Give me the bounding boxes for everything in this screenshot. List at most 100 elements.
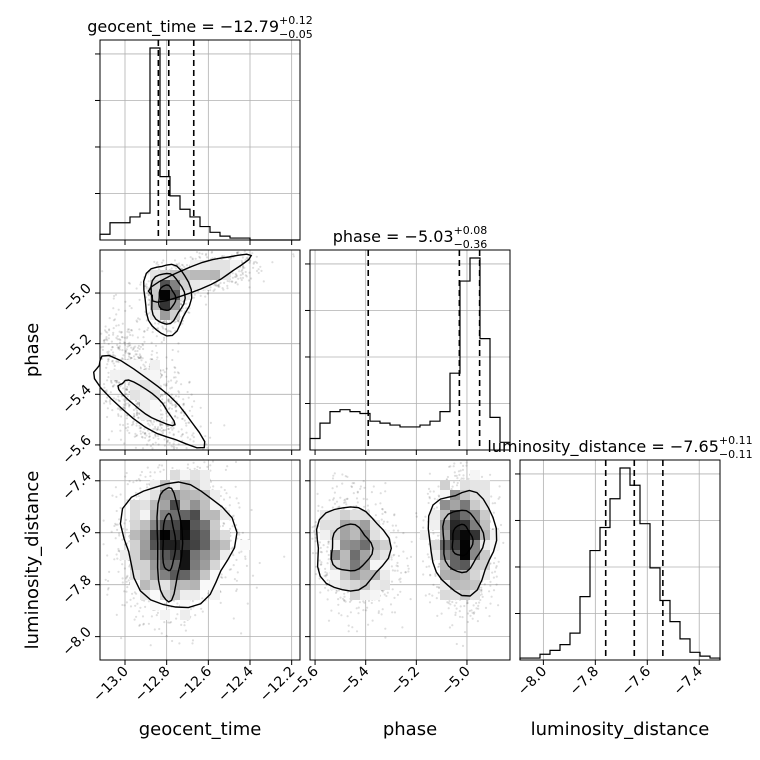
sample-point: [229, 527, 232, 530]
sample-point: [232, 554, 235, 557]
sample-point: [171, 421, 174, 424]
sample-point: [125, 427, 128, 430]
sample-point: [148, 424, 151, 427]
sample-point: [143, 432, 146, 435]
sample-point: [102, 383, 106, 386]
sample-point: [232, 514, 235, 517]
sample-point: [124, 300, 127, 303]
sample-point: [138, 610, 141, 613]
density-cell: [130, 360, 140, 370]
sample-point: [138, 298, 141, 301]
sample-point: [194, 257, 197, 260]
sample-point: [144, 432, 147, 435]
sample-point: [191, 257, 194, 260]
sample-point: [115, 613, 118, 617]
sample-point: [107, 438, 110, 441]
sample-point: [244, 270, 247, 274]
sample-point: [121, 577, 124, 580]
sample-point: [160, 375, 163, 378]
sample-point: [163, 444, 166, 447]
sample-point: [191, 405, 194, 408]
sample-point: [115, 553, 118, 556]
sample-point: [149, 445, 153, 448]
sample-point: [174, 406, 177, 409]
sample-point: [127, 579, 130, 582]
sample-point: [144, 436, 147, 439]
sample-point: [176, 416, 179, 419]
sample-point: [179, 302, 182, 306]
sample-point: [112, 397, 116, 400]
sample-point: [151, 447, 154, 450]
sample-point: [131, 592, 134, 595]
sample-point: [134, 345, 137, 348]
sample-point: [130, 329, 133, 332]
sample-point: [120, 335, 123, 339]
sample-point: [220, 576, 223, 579]
sample-point: [108, 329, 111, 332]
sample-point: [147, 326, 150, 330]
sample-point: [165, 356, 168, 359]
sample-point: [153, 628, 156, 631]
sample-point: [180, 417, 184, 420]
density-cell: [220, 260, 230, 270]
sample-point: [196, 465, 199, 468]
sample-point: [129, 344, 132, 347]
density-cell: [160, 290, 170, 300]
sample-point: [191, 434, 194, 437]
sample-point: [128, 431, 131, 435]
sample-point: [154, 441, 157, 444]
sample-point: [120, 415, 123, 418]
sample-point: [161, 413, 164, 416]
sample-point: [205, 252, 208, 255]
sample-point: [241, 271, 244, 274]
sample-point: [185, 264, 189, 267]
sample-point: [180, 428, 183, 431]
sample-point: [153, 471, 156, 474]
sample-point: [223, 281, 226, 284]
sample-point: [128, 282, 131, 285]
sample-point: [169, 621, 173, 624]
sample-point: [128, 331, 131, 334]
sample-point: [152, 420, 156, 423]
sample-point: [204, 303, 208, 306]
sample-point: [233, 275, 237, 279]
sample-point: [125, 417, 128, 420]
sample-point: [152, 436, 155, 439]
sample-point: [162, 468, 165, 471]
sample-point: [221, 287, 224, 290]
sample-point: [189, 438, 192, 441]
sample-point: [137, 344, 140, 347]
sample-point: [136, 349, 139, 353]
sample-point: [110, 530, 113, 533]
sample-point: [248, 261, 251, 264]
sample-point: [224, 576, 227, 579]
sample-point: [189, 608, 193, 611]
sample-point: [106, 339, 109, 342]
sample-point: [106, 351, 109, 354]
sample-point: [123, 590, 126, 593]
sample-point: [136, 602, 139, 605]
sample-point: [139, 357, 142, 360]
sample-point: [117, 395, 120, 398]
sample-point: [156, 428, 160, 431]
sample-point: [234, 281, 237, 284]
sample-point: [144, 605, 147, 609]
sample-point: [219, 281, 222, 285]
sample-point: [107, 350, 110, 353]
sample-point: [170, 402, 173, 405]
sample-point: [199, 256, 202, 259]
sample-point: [226, 279, 229, 283]
sample-point: [192, 461, 195, 464]
sample-point: [148, 435, 151, 438]
sample-point: [252, 261, 256, 264]
panel-border: [519, 459, 721, 661]
sample-point: [158, 627, 161, 631]
x-tick-label: −8.0: [515, 664, 550, 699]
sample-point: [213, 288, 216, 291]
sample-point: [186, 390, 189, 394]
sample-point: [229, 257, 232, 260]
sample-point: [147, 422, 150, 425]
sample-point: [209, 286, 212, 289]
sample-point: [179, 299, 183, 302]
